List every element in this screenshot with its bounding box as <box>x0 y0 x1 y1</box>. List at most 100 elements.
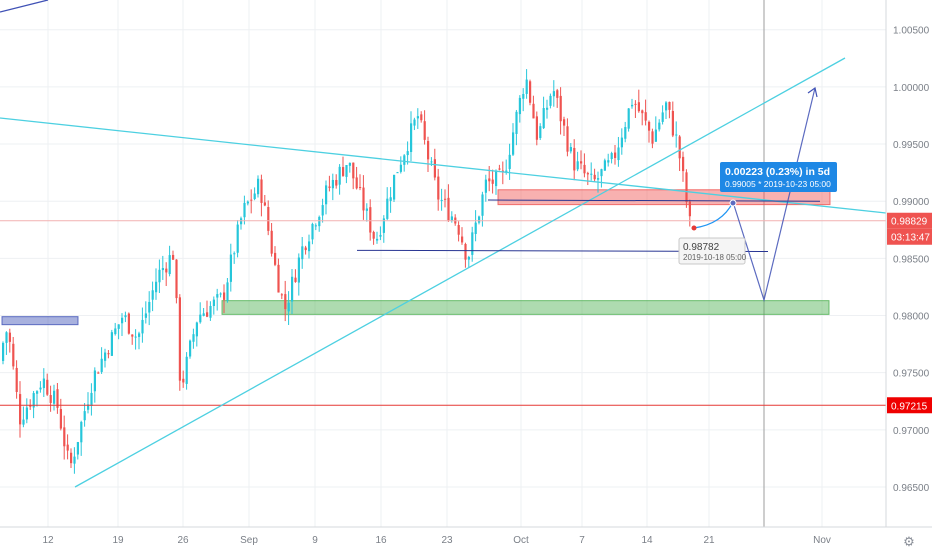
candle-body <box>631 104 634 107</box>
candle-body <box>444 198 447 200</box>
candle-body <box>569 147 572 152</box>
y-tick-label: 0.98500 <box>893 254 930 265</box>
y-tick-label: 0.99000 <box>893 197 930 208</box>
candle-body <box>335 179 338 186</box>
candle-body <box>671 110 674 136</box>
countdown-label: 03:13:47 <box>891 233 930 244</box>
candle-body <box>352 162 355 179</box>
candle-body <box>263 202 266 206</box>
candle-body <box>450 216 453 221</box>
candle-body <box>665 102 668 111</box>
candle-body <box>5 332 8 343</box>
candle-body <box>182 378 185 383</box>
candle-body <box>216 294 219 298</box>
candle-body <box>97 372 100 374</box>
x-tick-label: 19 <box>112 535 124 546</box>
candle-body <box>270 230 273 254</box>
candle-body <box>437 176 440 200</box>
projection-path <box>732 87 816 303</box>
candle-body <box>321 205 324 216</box>
candle-body <box>165 268 168 273</box>
candle-body <box>199 314 202 323</box>
candle-body <box>168 255 171 275</box>
candle-body <box>63 427 66 447</box>
candle-body <box>518 97 521 115</box>
candle-body <box>172 254 175 260</box>
level-badge <box>887 397 932 414</box>
candle-body <box>654 129 657 142</box>
candle-body <box>546 107 549 110</box>
candle-body <box>22 419 25 425</box>
candle-body <box>90 392 93 406</box>
candle-body <box>410 123 413 153</box>
candle-body <box>406 151 409 156</box>
candle-body <box>644 112 647 121</box>
candle-body <box>304 247 307 251</box>
candle-body <box>32 393 35 408</box>
candle-body <box>471 232 474 255</box>
candle-body <box>25 407 28 420</box>
candle-body <box>138 333 141 337</box>
x-tick-label: 26 <box>177 535 189 546</box>
candle-body <box>80 421 83 443</box>
candle-body <box>590 173 593 175</box>
candle-body <box>2 342 5 361</box>
candle-body <box>121 317 124 324</box>
candle-body <box>512 132 515 155</box>
candle-body <box>593 174 596 180</box>
candle-body <box>369 207 372 233</box>
candle-body <box>158 269 161 283</box>
candle-body <box>59 409 62 429</box>
candle-body <box>243 202 246 218</box>
candle-body <box>151 290 154 300</box>
candle-body <box>185 356 188 384</box>
candle-body <box>389 197 392 201</box>
candle-body <box>549 95 552 106</box>
countdown-badge <box>887 228 932 245</box>
candle-body <box>484 179 487 193</box>
candle-body <box>12 343 15 367</box>
candle-body <box>624 127 627 139</box>
candle-body <box>427 141 430 160</box>
candle-body <box>124 315 127 318</box>
candle-body <box>498 168 501 170</box>
candle-body <box>257 178 260 195</box>
candle-body <box>66 444 69 451</box>
candle-body <box>467 256 470 260</box>
candle-body <box>393 174 396 200</box>
candle-body <box>338 166 341 185</box>
candle-body <box>607 160 610 163</box>
candle-body <box>386 198 389 219</box>
resistance-line <box>487 199 821 202</box>
level-label: 0.97215 <box>891 401 928 412</box>
candle-body <box>423 121 426 140</box>
candle-body <box>209 305 212 318</box>
candle-body <box>508 154 511 169</box>
candle-body <box>495 170 498 187</box>
candle-body <box>661 112 664 122</box>
candle-body <box>277 264 280 293</box>
y-tick-label: 0.97500 <box>893 369 930 380</box>
candle-body <box>134 336 137 338</box>
candle-body <box>600 169 603 177</box>
candle-body <box>325 185 328 205</box>
candle-body <box>430 161 433 163</box>
candle-body <box>522 94 525 99</box>
candle-body <box>359 187 362 189</box>
arrow-head-icon <box>807 86 818 98</box>
candle-body <box>491 179 494 184</box>
candle-body <box>260 179 263 203</box>
candle-body <box>559 95 562 122</box>
candle-body <box>39 387 42 390</box>
measure-tooltip-line1: 0.00223 (0.23%) in 5d <box>725 166 830 178</box>
y-tick-label: 0.96500 <box>893 483 930 494</box>
support-zone <box>221 300 830 315</box>
candle-body <box>603 160 606 171</box>
candle-body <box>274 252 277 265</box>
candle-body <box>447 197 450 221</box>
candle-body <box>515 111 518 134</box>
